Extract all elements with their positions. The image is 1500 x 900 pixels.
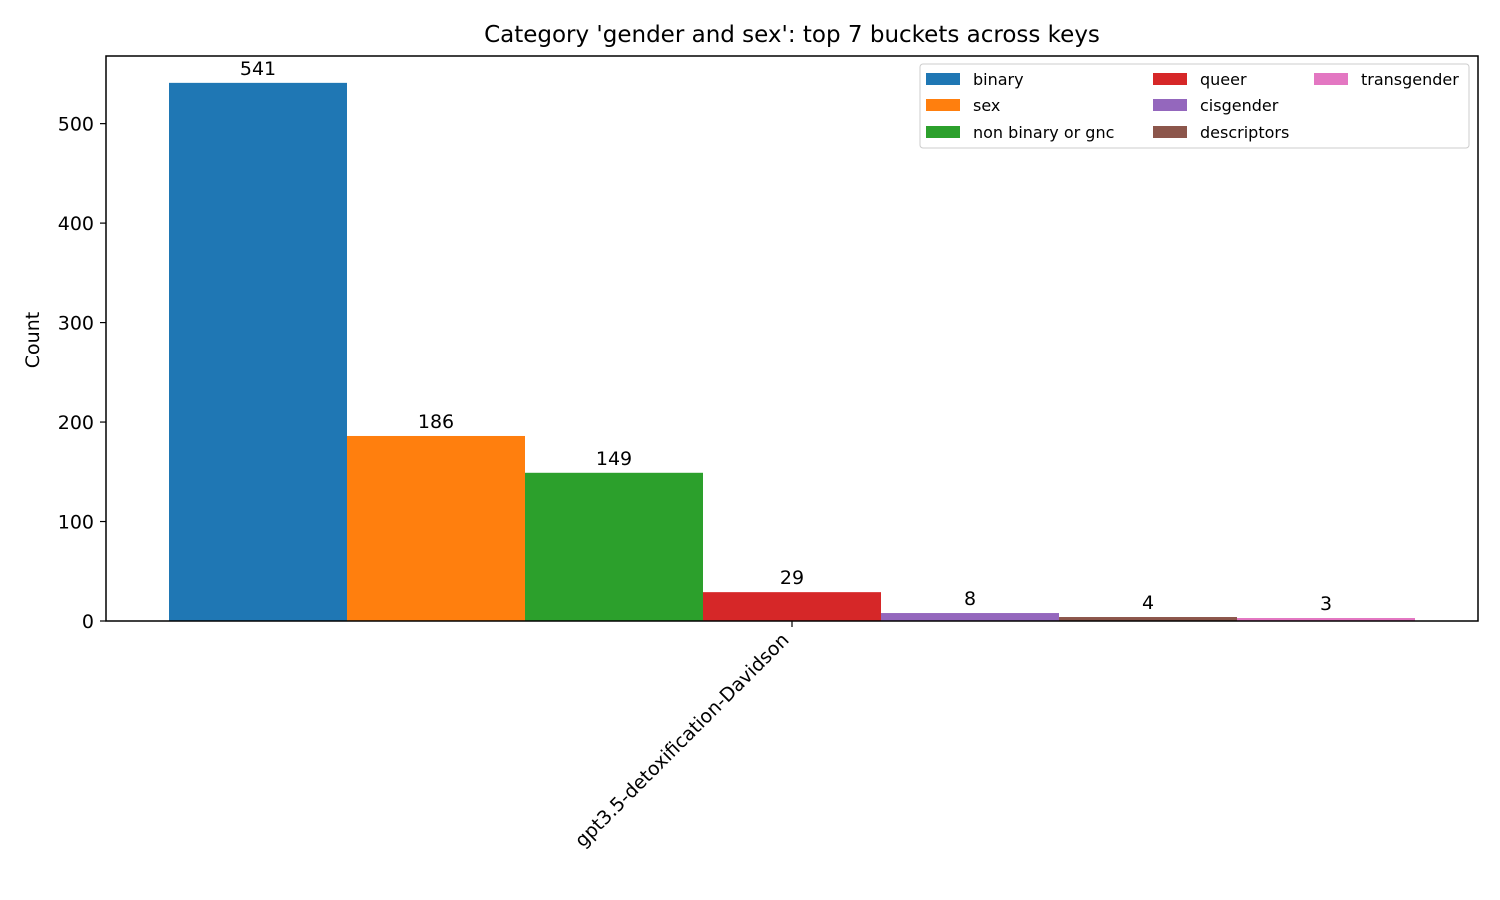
y-tick-label: 0: [82, 611, 94, 633]
y-tick-label: 400: [58, 213, 94, 235]
bar-value-label: 541: [240, 58, 276, 80]
y-tick-label: 500: [58, 114, 94, 136]
bars-layer: 541 186 149 29 8 4 3: [169, 58, 1415, 621]
bar-sex: [347, 435, 525, 621]
bar-cisgender: [881, 613, 1059, 621]
bar-value-label: 29: [780, 567, 804, 589]
legend-label: queer: [1200, 70, 1247, 89]
legend-swatch: [926, 73, 960, 85]
legend-label: descriptors: [1200, 123, 1289, 142]
bar-binary: [169, 82, 347, 621]
x-axis: gpt3.5-detoxification-Davidson: [571, 621, 794, 852]
bar-value-label: 3: [1320, 593, 1332, 615]
bar-descriptors: [1059, 617, 1237, 621]
bar-value-label: 186: [418, 411, 454, 433]
legend-label: binary: [973, 70, 1024, 89]
y-tick-label: 300: [58, 313, 94, 335]
legend-swatch: [1314, 73, 1348, 85]
y-tick-label: 200: [58, 412, 94, 434]
legend: binary sex non binary or gnc queer cisgender…: [919, 63, 1470, 149]
legend-swatch: [1153, 126, 1187, 138]
y-tick-label: 100: [58, 512, 94, 534]
bar-transgender: [1237, 618, 1415, 621]
legend-label: non binary or gnc: [973, 123, 1114, 142]
bar-value-label: 4: [1142, 592, 1154, 614]
x-tick-label: gpt3.5-detoxification-Davidson: [571, 629, 794, 852]
legend-label: cisgender: [1200, 96, 1279, 115]
y-axis-label: Count: [22, 312, 44, 368]
legend-swatch: [926, 126, 960, 138]
bar-value-label: 149: [596, 448, 632, 470]
bar-queer: [703, 592, 881, 621]
legend-label: sex: [973, 96, 1000, 115]
plot-frame: [105, 55, 1479, 622]
legend-swatch: [926, 99, 960, 111]
y-axis: 0 100 200 300 400 500: [58, 114, 106, 633]
bar-non-binary-or-gnc: [525, 472, 703, 621]
bar-value-label: 8: [964, 588, 976, 610]
chart-title: Category 'gender and sex': top 7 buckets…: [484, 22, 1100, 48]
legend-swatch: [1153, 99, 1187, 111]
legend-label: transgender: [1361, 70, 1459, 89]
legend-swatch: [1153, 73, 1187, 85]
